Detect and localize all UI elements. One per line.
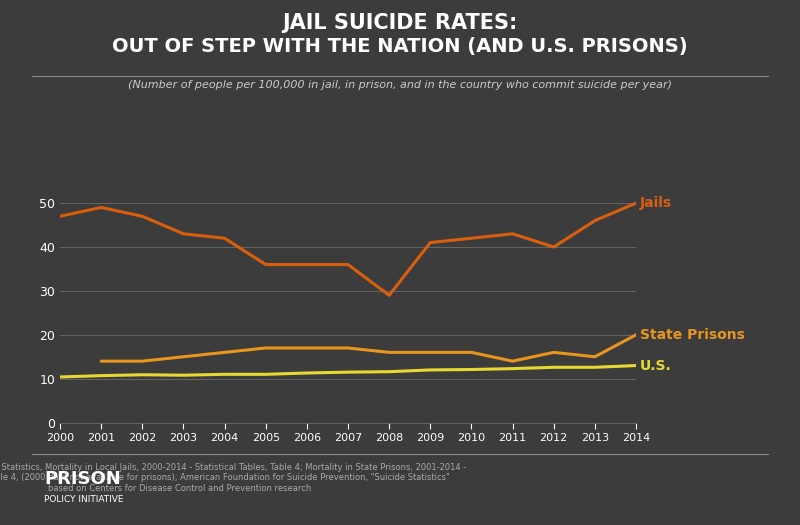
Text: U.S.: U.S. bbox=[640, 359, 672, 373]
Text: Source: Bureau of Justice Statistics, Mortality in Local Jails, 2000-2014 - Stat: Source: Bureau of Justice Statistics, Mo… bbox=[0, 463, 466, 493]
Text: State Prisons: State Prisons bbox=[640, 328, 745, 342]
Text: OUT OF STEP WITH THE NATION (AND U.S. PRISONS): OUT OF STEP WITH THE NATION (AND U.S. PR… bbox=[112, 37, 688, 56]
Text: (Number of people per 100,000 in jail, in prison, and in the country who commit : (Number of people per 100,000 in jail, i… bbox=[128, 80, 672, 90]
Text: Jails: Jails bbox=[640, 196, 672, 210]
Text: POLICY INITIATIVE: POLICY INITIATIVE bbox=[44, 495, 123, 503]
Text: PRISON: PRISON bbox=[44, 470, 121, 488]
Text: JAIL SUICIDE RATES:: JAIL SUICIDE RATES: bbox=[282, 13, 518, 33]
